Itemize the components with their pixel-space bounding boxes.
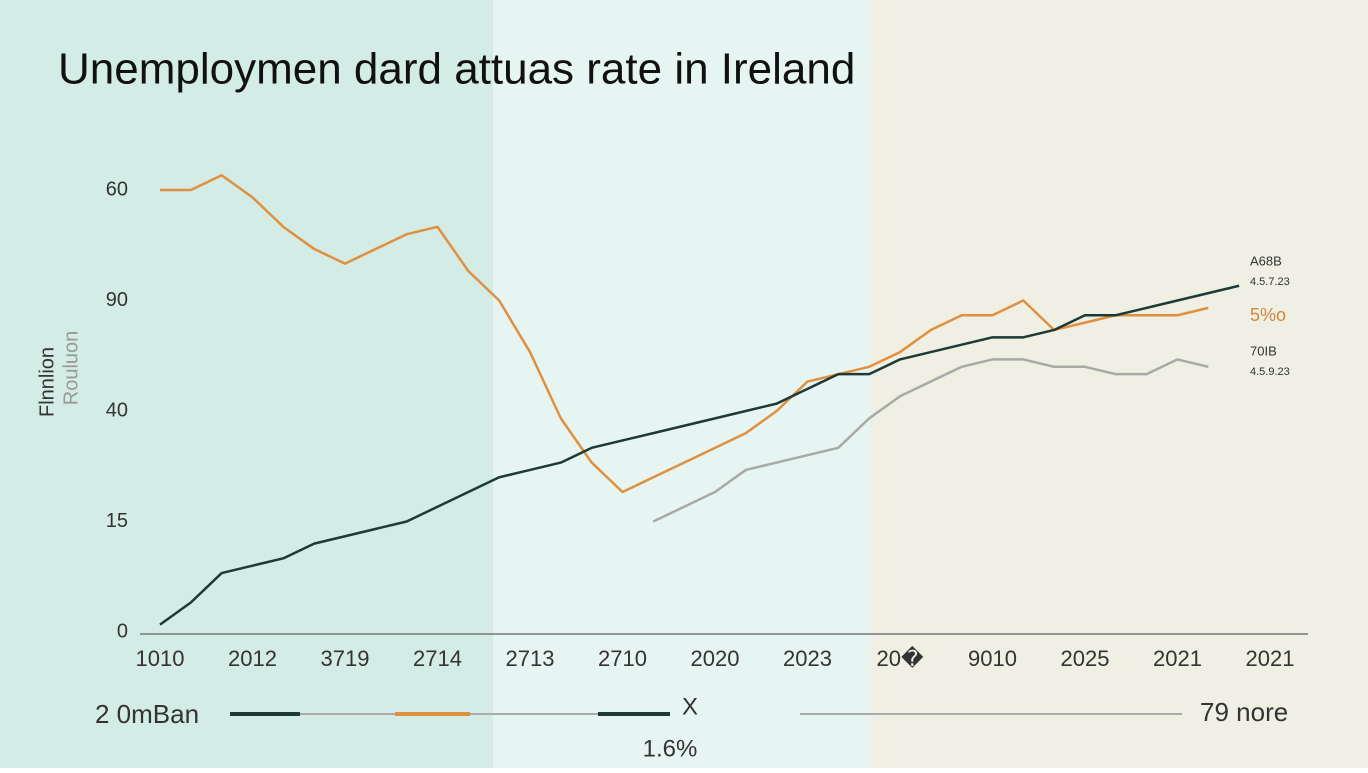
x-tick-label: 2025 bbox=[1061, 646, 1110, 671]
x-tick-label: 9010 bbox=[968, 646, 1017, 671]
y-axis-label: Rouluon bbox=[60, 331, 82, 406]
end-label: 70IB bbox=[1250, 343, 1277, 358]
x-tick-label: 2020 bbox=[691, 646, 740, 671]
end-label: A68B bbox=[1250, 253, 1282, 268]
x-tick-label: 20� bbox=[876, 645, 923, 671]
y-tick-label: 60 bbox=[106, 178, 128, 200]
x-tick-label: 1010 bbox=[136, 646, 185, 671]
footer-left: 2 0mBan bbox=[95, 699, 199, 729]
footer-center: 1.6% bbox=[643, 735, 698, 762]
footer-right: 79 nore bbox=[1200, 697, 1288, 727]
x-tick-label: 2021 bbox=[1153, 646, 1202, 671]
x-tick-label: 2714 bbox=[413, 646, 462, 671]
x-tick-label: 2713 bbox=[506, 646, 555, 671]
series-line bbox=[652, 358, 1209, 523]
end-label: 5%o bbox=[1250, 305, 1286, 325]
series-line bbox=[160, 174, 1209, 494]
y-tick-label: 40 bbox=[106, 399, 128, 421]
x-tick-label: 2012 bbox=[228, 646, 277, 671]
y-tick-label: 0 bbox=[117, 620, 128, 642]
y-tick-label: 15 bbox=[106, 510, 128, 532]
chart-title: Unemploymen dard attuas rate in Ireland bbox=[58, 45, 855, 94]
end-label: 4.5.7.23 bbox=[1250, 276, 1290, 288]
series-line bbox=[159, 284, 1240, 626]
end-label: 4.5.9.23 bbox=[1250, 366, 1290, 378]
y-tick-label: 90 bbox=[106, 289, 128, 311]
x-tick-label: 2021 bbox=[1246, 646, 1295, 671]
footer-mark: X bbox=[682, 693, 698, 720]
y-axis-label: Flnnlion bbox=[36, 347, 58, 417]
x-tick-label: 2023 bbox=[783, 646, 832, 671]
band-left bbox=[0, 0, 493, 768]
band-middle bbox=[493, 0, 871, 768]
x-tick-label: 3719 bbox=[321, 646, 370, 671]
x-tick-label: 2710 bbox=[598, 646, 647, 671]
band-right bbox=[871, 0, 1368, 768]
